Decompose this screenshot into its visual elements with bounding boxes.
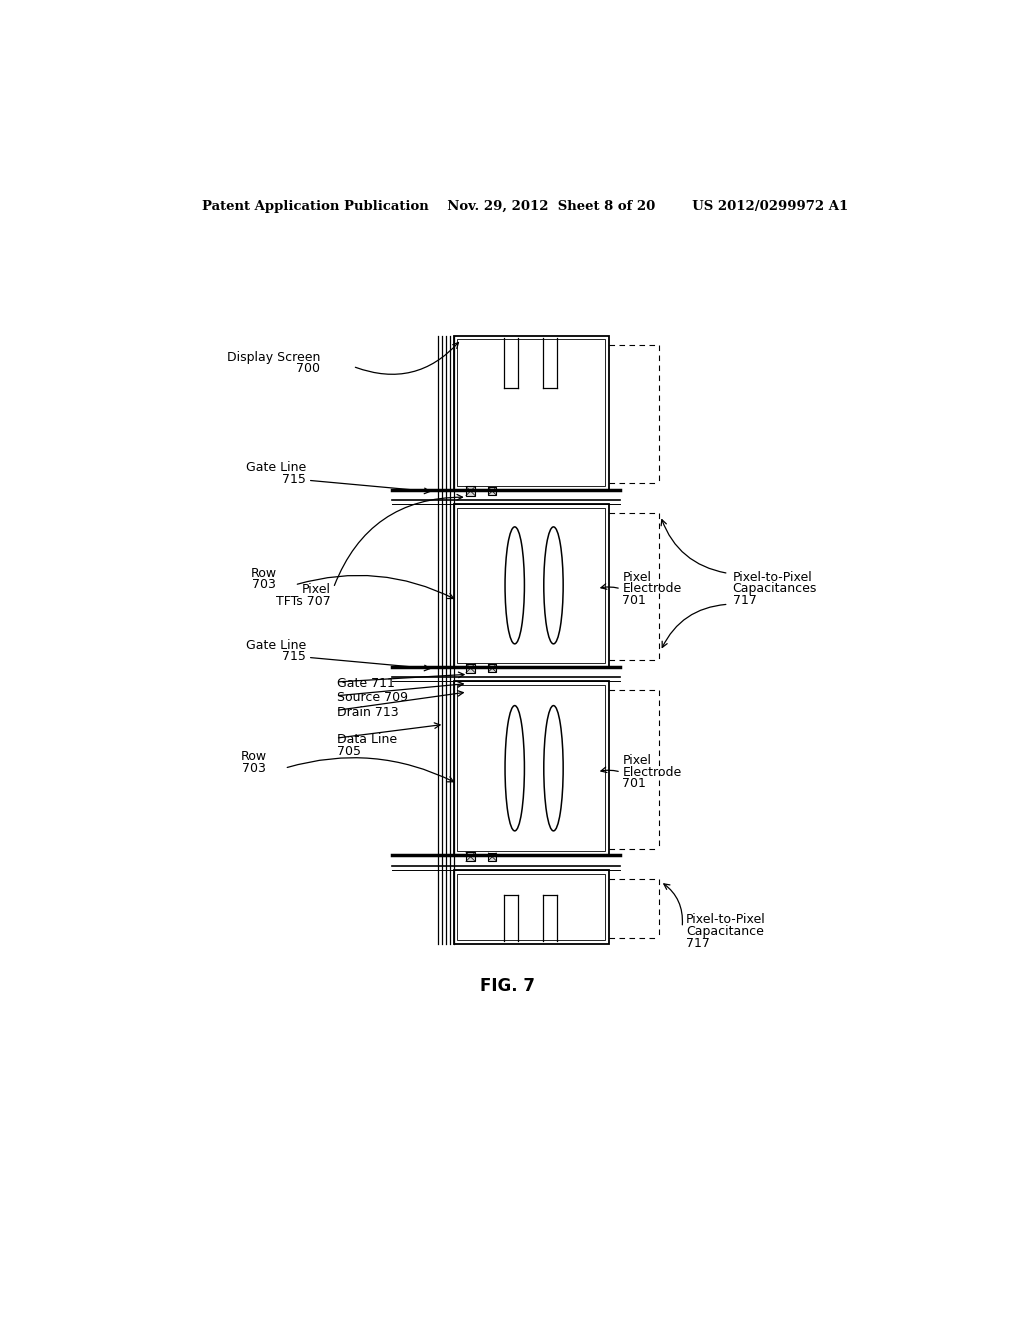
Bar: [454, 681, 608, 855]
Text: Row: Row: [251, 566, 276, 579]
Bar: [466, 853, 475, 862]
Text: 701: 701: [623, 777, 646, 791]
Text: Gate 711: Gate 711: [337, 677, 395, 690]
Text: 701: 701: [623, 594, 646, 607]
Text: Patent Application Publication    Nov. 29, 2012  Sheet 8 of 20        US 2012/02: Patent Application Publication Nov. 29, …: [202, 199, 848, 213]
Text: 717: 717: [732, 594, 757, 607]
Text: 717: 717: [686, 936, 710, 949]
Text: Display Screen: Display Screen: [227, 351, 321, 363]
Text: Source 709: Source 709: [337, 690, 409, 704]
Text: Pixel: Pixel: [623, 754, 651, 767]
Text: Row: Row: [241, 750, 266, 763]
Bar: [458, 874, 604, 940]
Text: Electrode: Electrode: [623, 766, 682, 779]
Text: 703: 703: [252, 578, 275, 591]
Text: TFTs 707: TFTs 707: [276, 594, 331, 607]
Text: 705: 705: [337, 744, 361, 758]
Bar: [454, 870, 608, 944]
Text: Pixel: Pixel: [302, 583, 331, 597]
Bar: [488, 664, 496, 672]
Bar: [458, 339, 604, 486]
Text: Capacitance: Capacitance: [686, 925, 764, 939]
Text: 703: 703: [242, 762, 265, 775]
Text: 715: 715: [283, 473, 306, 486]
Bar: [458, 508, 604, 663]
Bar: [488, 853, 496, 861]
Bar: [454, 335, 608, 490]
Bar: [466, 664, 475, 673]
Text: Pixel-to-Pixel: Pixel-to-Pixel: [732, 570, 812, 583]
Text: 715: 715: [283, 649, 306, 663]
Bar: [458, 685, 604, 851]
Text: Gate Line: Gate Line: [246, 639, 306, 652]
Text: Pixel: Pixel: [623, 570, 651, 583]
Text: Electrode: Electrode: [623, 582, 682, 595]
Text: Drain 713: Drain 713: [337, 706, 399, 719]
Text: FIG. 7: FIG. 7: [480, 977, 536, 995]
Bar: [466, 487, 475, 496]
Bar: [454, 504, 608, 667]
Text: Data Line: Data Line: [337, 733, 397, 746]
Text: 700: 700: [296, 362, 321, 375]
Bar: [488, 487, 496, 495]
Text: Capacitances: Capacitances: [732, 582, 817, 595]
Text: Gate Line: Gate Line: [246, 462, 306, 474]
Text: Pixel-to-Pixel: Pixel-to-Pixel: [686, 913, 766, 927]
